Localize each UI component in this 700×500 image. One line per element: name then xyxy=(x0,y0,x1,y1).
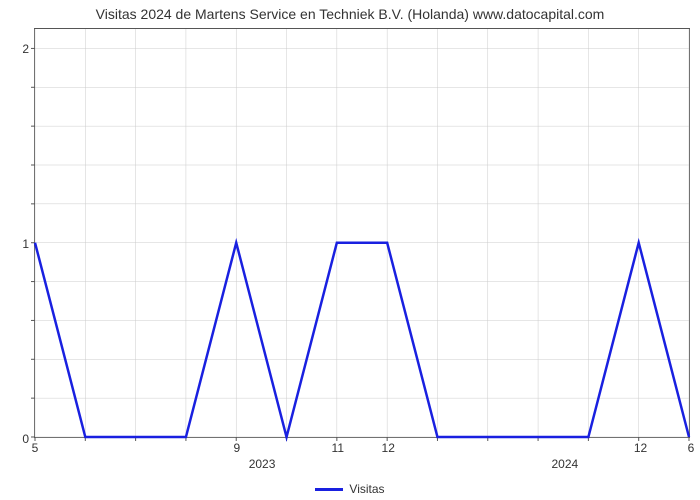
chart-container: Visitas 2024 de Martens Service en Techn… xyxy=(0,0,700,500)
legend-swatch xyxy=(315,488,343,491)
x-tick-label: 12 xyxy=(382,441,395,455)
x-tick-label: 11 xyxy=(332,441,344,455)
y-tick-label: 2 xyxy=(22,42,29,56)
x-tick-label: 6 xyxy=(688,441,695,455)
x-year-label: 2023 xyxy=(249,457,276,471)
x-tick-label: 9 xyxy=(234,441,241,455)
legend-label: Visitas xyxy=(349,482,384,496)
x-year-label: 2024 xyxy=(551,457,578,471)
x-tick-label: 5 xyxy=(32,441,39,455)
y-tick-label: 1 xyxy=(22,237,29,251)
y-tick-label: 0 xyxy=(22,432,29,446)
chart-title: Visitas 2024 de Martens Service en Techn… xyxy=(0,6,700,22)
plot-area: 01259111212620232024 xyxy=(34,28,690,438)
legend: Visitas xyxy=(0,482,700,496)
axes-svg xyxy=(35,29,689,437)
x-tick-label: 12 xyxy=(634,441,647,455)
